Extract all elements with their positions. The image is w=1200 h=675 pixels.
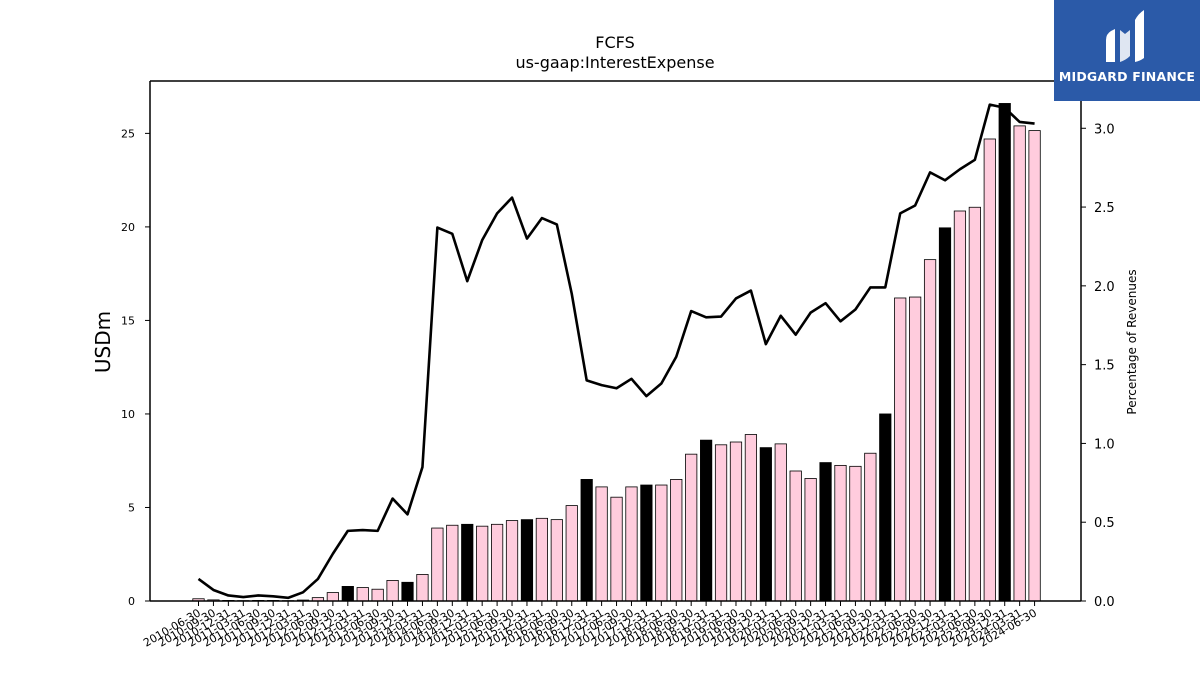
y-axis-label: USDm	[91, 311, 115, 373]
y-tick-label: 0	[128, 595, 135, 608]
logo-mark-icon	[1106, 10, 1144, 62]
bar	[953, 210, 967, 602]
bar	[595, 486, 608, 602]
y2-tick-label: 1.0	[1094, 437, 1115, 452]
bar	[416, 574, 429, 602]
bar	[490, 523, 504, 602]
bar	[909, 296, 922, 602]
y2-tick-label: 2.5	[1094, 201, 1115, 216]
bar	[505, 520, 519, 602]
y2-tick-label: 2.0	[1094, 280, 1115, 295]
bar	[1013, 125, 1026, 602]
bar	[938, 227, 952, 602]
bar	[625, 486, 638, 602]
bar	[923, 259, 937, 602]
bar	[685, 453, 698, 602]
y-tick-label: 10	[121, 408, 135, 421]
bars-group	[192, 103, 1041, 602]
y-tick-label: 5	[128, 501, 135, 514]
bar	[371, 588, 384, 602]
bar	[759, 447, 772, 602]
chart-subtitle: us-gaap:InterestExpense	[515, 53, 714, 72]
series-line	[197, 103, 1035, 600]
bar	[983, 138, 996, 602]
bar	[894, 297, 907, 602]
bar	[834, 464, 847, 602]
bar	[446, 524, 459, 602]
bar	[744, 434, 758, 602]
brand-name: MIDGARD FINANCE	[1058, 69, 1196, 84]
y-tick-label: 25	[121, 127, 135, 140]
bar	[804, 478, 817, 602]
y2-axis-label: Percentage of Revenues	[1125, 269, 1139, 414]
bar	[864, 452, 877, 602]
bar	[431, 527, 444, 602]
brand-logo: MIDGARD FINANCE	[1054, 0, 1200, 101]
bar	[1028, 130, 1041, 602]
bar	[565, 505, 578, 602]
bar	[610, 496, 623, 602]
y2-tick-label: 0.5	[1094, 516, 1115, 531]
y-tick-label: 15	[121, 314, 135, 327]
bar	[356, 587, 369, 602]
bar	[386, 580, 399, 602]
bar	[520, 519, 534, 602]
line-group	[197, 103, 1035, 600]
bar	[714, 444, 728, 602]
y-tick-label: 20	[121, 221, 135, 234]
bar	[729, 441, 743, 602]
chart-title: FCFS	[595, 33, 634, 52]
y2-tick-label: 0.0	[1094, 595, 1115, 610]
bar	[401, 581, 414, 602]
bar	[849, 465, 862, 602]
bar	[998, 103, 1011, 602]
bar	[819, 462, 832, 602]
bar	[461, 523, 474, 602]
bar	[535, 517, 548, 602]
bar	[670, 479, 683, 602]
bar	[968, 206, 981, 602]
bar	[640, 484, 653, 602]
bar	[700, 439, 713, 602]
y2-tick-label: 3.0	[1094, 122, 1115, 137]
bar	[789, 470, 802, 602]
y2-tick-label: 1.5	[1094, 359, 1115, 374]
bar	[580, 479, 593, 602]
bar	[774, 443, 787, 602]
bar	[655, 484, 668, 602]
bar	[326, 592, 339, 602]
bar	[879, 413, 892, 602]
bar	[341, 586, 354, 602]
bar	[476, 525, 489, 602]
bar	[550, 519, 563, 602]
